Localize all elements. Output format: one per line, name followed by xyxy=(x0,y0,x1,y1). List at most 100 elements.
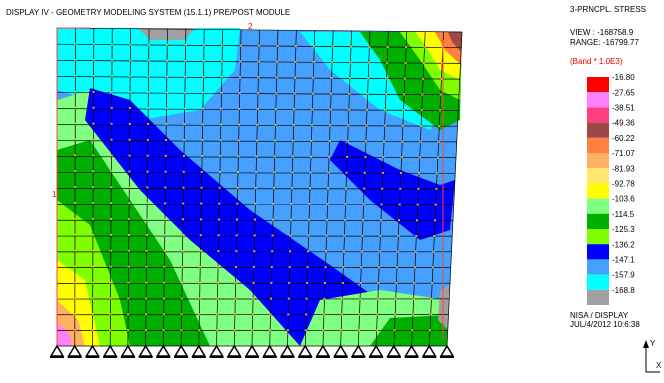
mesh-node xyxy=(271,250,273,252)
mesh-node xyxy=(164,250,166,252)
mesh-node xyxy=(287,329,289,331)
mesh-node xyxy=(218,234,220,236)
mesh-node xyxy=(423,62,425,64)
mesh-node xyxy=(430,298,432,300)
mesh-node xyxy=(92,234,94,236)
mesh-node xyxy=(254,203,256,205)
mesh-node xyxy=(217,266,219,268)
mesh-node xyxy=(203,44,205,46)
mesh-node xyxy=(418,172,420,174)
mesh-node xyxy=(239,60,241,62)
support xyxy=(370,346,382,356)
mesh-node xyxy=(182,234,184,236)
mesh-node xyxy=(220,108,222,110)
mesh-node xyxy=(183,139,185,141)
mesh-node xyxy=(397,235,399,237)
mesh-node xyxy=(145,297,147,299)
mesh-node xyxy=(165,107,167,109)
mesh-node xyxy=(252,313,254,315)
mesh-node xyxy=(110,202,112,204)
window-title: DISPLAY IV - GEOMETRY MODELING SYSTEM (1… xyxy=(6,8,290,17)
mesh-node xyxy=(341,313,343,315)
mesh-node xyxy=(111,107,113,109)
mesh-node xyxy=(129,75,131,77)
mesh-node xyxy=(438,125,440,127)
mesh-node xyxy=(400,172,402,174)
mesh-node xyxy=(413,282,415,284)
legend-label: -38.51 xyxy=(612,104,635,113)
mesh-node xyxy=(421,94,423,96)
mesh-node xyxy=(308,219,310,221)
mesh-node xyxy=(234,298,236,300)
mesh-node xyxy=(253,282,255,284)
mesh-node xyxy=(218,218,220,220)
mesh-node xyxy=(253,266,255,268)
mesh-node xyxy=(128,234,130,236)
mesh-node xyxy=(148,75,150,77)
mesh-node xyxy=(145,313,147,315)
mesh-node xyxy=(332,45,334,47)
mesh-node xyxy=(438,141,440,143)
mesh-node xyxy=(412,314,414,316)
mesh-node xyxy=(183,123,185,125)
mesh-node xyxy=(166,76,168,78)
mesh-node xyxy=(199,250,201,252)
mesh-node xyxy=(363,188,365,190)
mesh-node xyxy=(74,123,76,125)
mesh-node xyxy=(200,218,202,220)
mesh-node xyxy=(147,139,149,141)
mesh-node xyxy=(431,282,433,284)
mesh-node xyxy=(240,45,242,47)
mesh-node xyxy=(74,91,76,93)
mesh-node xyxy=(433,251,435,253)
mesh-node xyxy=(74,313,76,315)
mesh-node xyxy=(74,154,76,156)
mesh-node xyxy=(331,77,333,79)
mesh-node xyxy=(341,298,343,300)
legend-swatch xyxy=(587,153,609,168)
mesh-node xyxy=(309,172,311,174)
mesh-node xyxy=(287,313,289,315)
legend-swatch xyxy=(587,183,609,198)
mesh-node xyxy=(127,282,129,284)
mesh-node xyxy=(437,156,439,158)
mesh-node xyxy=(235,266,237,268)
mesh-node xyxy=(343,235,345,237)
mesh-node xyxy=(217,282,219,284)
mesh-node xyxy=(201,187,203,189)
mesh-node xyxy=(322,329,324,331)
mesh-node xyxy=(275,108,277,110)
mesh-node xyxy=(424,46,426,48)
mesh-node xyxy=(128,171,130,173)
mesh-node xyxy=(269,329,271,331)
mesh-node xyxy=(258,45,260,47)
mesh-node xyxy=(93,43,95,45)
mesh-node xyxy=(439,109,441,111)
legend-label: -81.93 xyxy=(612,164,635,173)
mesh-node xyxy=(365,140,367,142)
mesh-node xyxy=(182,250,184,252)
mesh-node xyxy=(181,282,183,284)
mesh-node xyxy=(384,109,386,111)
mesh-node xyxy=(148,60,150,62)
mesh-node xyxy=(255,171,257,173)
mesh-node xyxy=(74,43,76,45)
mesh-node xyxy=(379,235,381,237)
mesh-node xyxy=(368,46,370,48)
legend-view: VIEW : -168758.9 xyxy=(570,28,634,37)
mesh-node xyxy=(294,61,296,63)
legend-swatch xyxy=(587,244,609,259)
mesh-node xyxy=(404,62,406,64)
mesh-node xyxy=(92,297,94,299)
mesh-node xyxy=(393,329,395,331)
mesh-node xyxy=(307,266,309,268)
mesh-node xyxy=(342,282,344,284)
mesh-node xyxy=(110,266,112,268)
mesh-node xyxy=(109,313,111,315)
mesh-node xyxy=(201,171,203,173)
footer-timestamp: JUL/4/2012 10:6:38 xyxy=(570,320,640,329)
mesh-node xyxy=(221,44,223,46)
support xyxy=(175,346,187,356)
legend-swatch xyxy=(587,123,609,138)
mesh-node xyxy=(251,329,253,331)
